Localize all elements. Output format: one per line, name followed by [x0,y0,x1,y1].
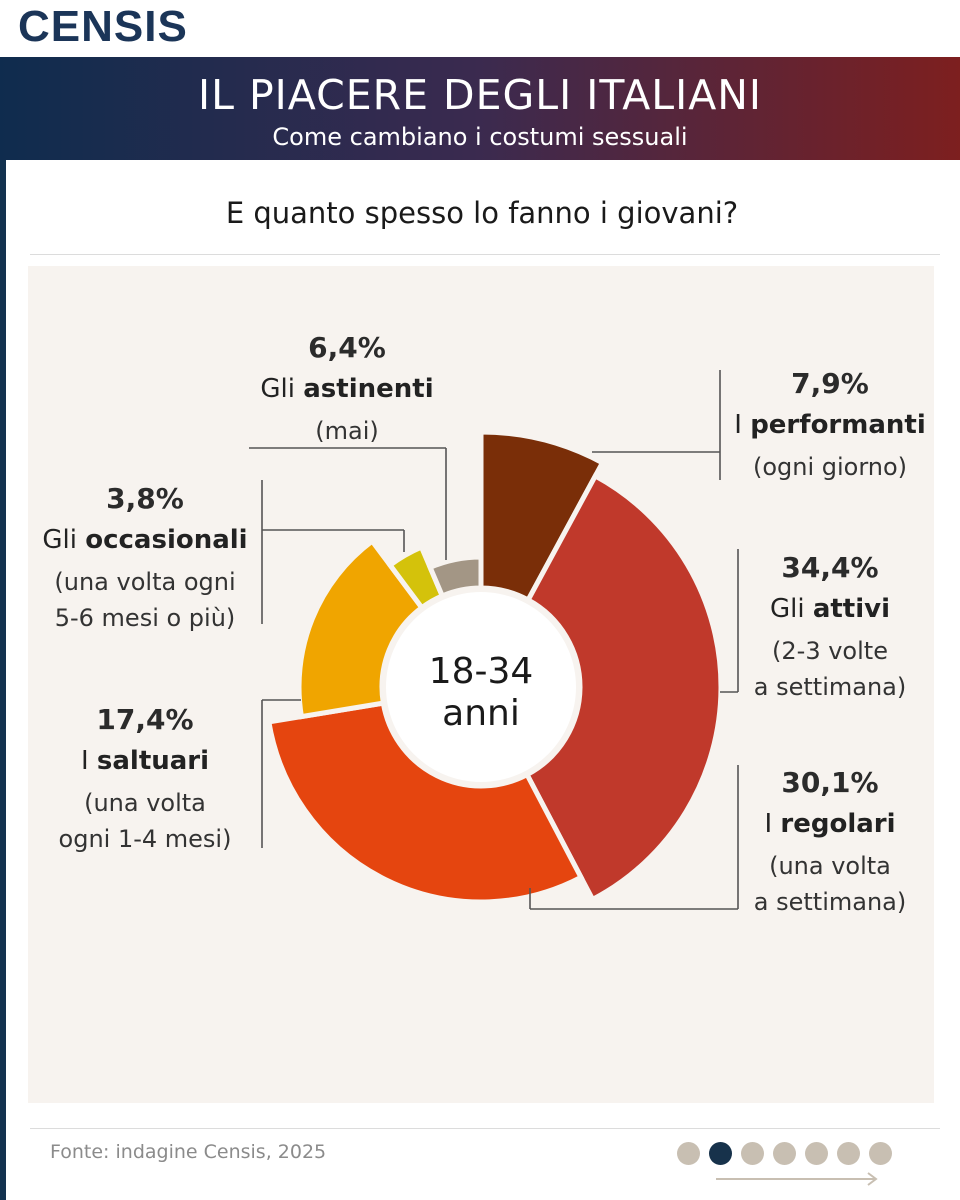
category-label: Gli astinenti [260,374,433,404]
slice-astinenti [426,554,484,600]
chart-question: E quanto spesso lo fanno i giovani? [225,196,739,230]
label-regolari: 30,1% I regolari (una volta a settimana) [754,766,906,916]
left-accent-bar [0,160,6,1200]
label-performanti: 7,9% I performanti (ogni giorno) [734,367,926,481]
pagination-dot[interactable] [709,1142,732,1165]
description-label: a settimana) [754,888,906,916]
divider-bottom [30,1128,940,1129]
pagination-dot[interactable] [837,1142,860,1165]
description-label: (una volta [769,852,891,880]
description-label: 5-6 mesi o più) [55,604,236,632]
pagination-dot[interactable] [869,1142,892,1165]
divider-top [30,254,940,255]
value-label: 30,1% [781,766,878,799]
header-banner: IL PIACERE DEGLI ITALIANI Come cambiano … [0,57,960,160]
description-label: (una volta ogni [54,568,235,596]
page-subtitle: Come cambiano i costumi sessuali [272,123,688,151]
category-label: I regolari [764,809,895,839]
label-attivi: 34,4% Gli attivi (2-3 volte a settimana) [754,551,906,701]
value-label: 34,4% [781,551,878,584]
category-label: I saltuari [81,746,209,776]
description-label: (mai) [315,417,378,445]
description-label: (ogni giorno) [753,453,907,481]
slice-regolari [265,700,585,905]
center-label-line: 18-34 [429,651,534,692]
pagination-dot[interactable] [773,1142,796,1165]
category-label: Gli occasionali [42,525,247,555]
slice-attivi [523,472,724,903]
category-label: Gli attivi [770,594,890,624]
next-arrow-icon[interactable] [715,1172,880,1186]
censis-logo: CENSIS [18,2,188,51]
description-label: (una volta [84,789,206,817]
donut-center [386,592,576,782]
value-label: 3,8% [106,482,184,515]
label-astinenti: 6,4% Gli astinenti (mai) [260,331,433,445]
slice-performanti [478,429,606,604]
slice-saltuari [296,537,426,720]
label-occasionali: 3,8% Gli occasionali (una volta ogni 5-6 me… [42,482,247,632]
pagination-dot[interactable] [805,1142,828,1165]
pagination-dot[interactable] [677,1142,700,1165]
description-label: ogni 1-4 mesi) [59,825,232,853]
pagination-dot[interactable] [741,1142,764,1165]
value-label: 7,9% [791,367,869,400]
category-label: I performanti [734,410,926,440]
description-label: (2-3 volte [772,637,888,665]
page-title: IL PIACERE DEGLI ITALIANI [197,71,763,119]
source-note: Fonte: indagine Censis, 2025 [50,1141,327,1163]
description-label: a settimana) [754,673,906,701]
label-saltuari: 17,4% I saltuari (una volta ogni 1-4 mesi) [59,703,232,853]
center-label-line: anni [442,693,520,734]
value-label: 17,4% [96,703,193,736]
value-label: 6,4% [308,331,386,364]
